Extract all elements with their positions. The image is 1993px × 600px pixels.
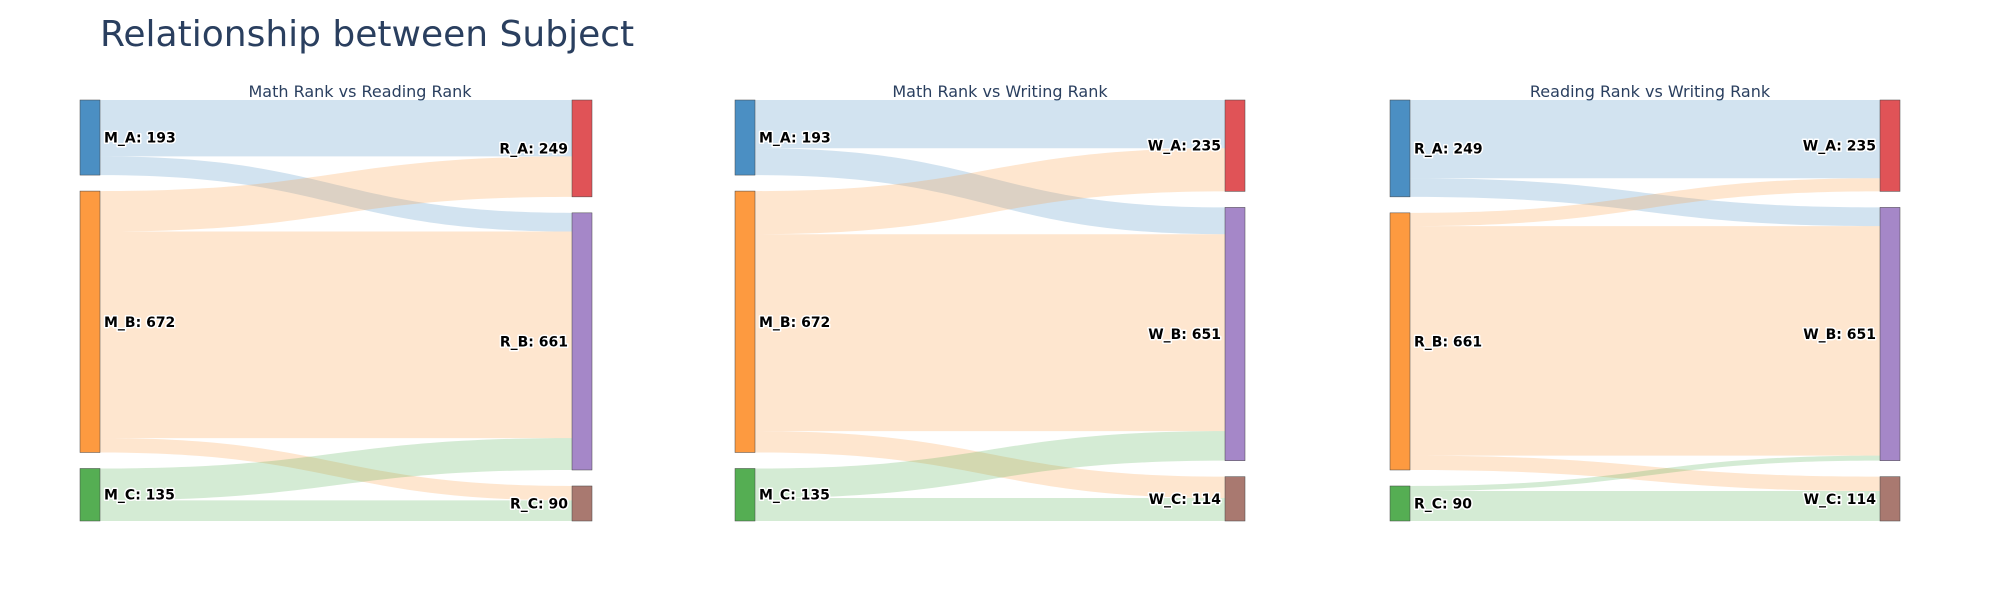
node-label-wb: W_B: 651 bbox=[1803, 327, 1876, 343]
sankey-link-ra-wa bbox=[1410, 100, 1880, 179]
panel-title-1: Math Rank vs Reading Rank bbox=[248, 82, 472, 101]
sankey-link-mb-ra bbox=[100, 156, 572, 232]
node-wb bbox=[1224, 207, 1246, 461]
node-wb bbox=[1879, 207, 1901, 461]
node-ra bbox=[571, 99, 593, 198]
sankey-link-mb-wa bbox=[755, 148, 1225, 235]
node-label-ma: M_A: 193 bbox=[104, 131, 176, 147]
node-label-wc: W_C: 114 bbox=[1149, 492, 1222, 508]
sankey-link-mb-wb bbox=[755, 234, 1225, 432]
node-label-wa: W_A: 235 bbox=[1803, 139, 1876, 155]
node-mb bbox=[79, 190, 101, 453]
node-label-ma: M_A: 193 bbox=[759, 131, 831, 147]
sankey-link-mc-wc bbox=[755, 498, 1225, 521]
panel-title-2: Math Rank vs Writing Rank bbox=[892, 82, 1108, 101]
sankey-link-ma-rb bbox=[100, 156, 572, 232]
node-label-ra: R_A: 249 bbox=[1414, 141, 1483, 157]
node-rc bbox=[571, 485, 593, 522]
sankey-link-rc-wb bbox=[1410, 455, 1880, 492]
node-mc bbox=[734, 468, 756, 522]
node-label-rc: R_C: 90 bbox=[510, 496, 568, 512]
node-mc bbox=[79, 468, 101, 522]
node-ma bbox=[734, 99, 756, 176]
sankey-link-mb-rc bbox=[100, 438, 572, 501]
node-label-ra: R_A: 249 bbox=[499, 141, 568, 157]
node-rc bbox=[1389, 485, 1411, 522]
node-rb bbox=[571, 212, 593, 471]
node-label-rb: R_B: 661 bbox=[1414, 334, 1482, 350]
node-label-mb: M_B: 672 bbox=[759, 315, 830, 331]
node-rb bbox=[1389, 212, 1411, 471]
node-label-mb: M_B: 672 bbox=[104, 315, 175, 331]
sankey-link-mc-rb bbox=[100, 438, 572, 501]
sankey-link-mc-wb bbox=[755, 431, 1225, 499]
node-label-wb: W_B: 651 bbox=[1148, 327, 1221, 343]
node-wc bbox=[1879, 476, 1901, 522]
node-label-rb: R_B: 661 bbox=[500, 334, 568, 350]
panel-title-3: Reading Rank vs Writing Rank bbox=[1530, 82, 1771, 101]
node-wc bbox=[1224, 476, 1246, 522]
sankey-link-rb-wb bbox=[1410, 226, 1880, 456]
node-wa bbox=[1224, 99, 1246, 192]
node-ra bbox=[1389, 99, 1411, 198]
sankey-link-mb-rb bbox=[100, 231, 572, 439]
node-label-wa: W_A: 235 bbox=[1148, 139, 1221, 155]
sankey-link-rb-wa bbox=[1410, 178, 1880, 227]
node-label-rc: R_C: 90 bbox=[1414, 496, 1472, 512]
node-label-mc: M_C: 135 bbox=[104, 488, 175, 504]
node-label-mc: M_C: 135 bbox=[759, 488, 830, 504]
node-mb bbox=[734, 190, 756, 453]
sankey-link-ma-wb bbox=[755, 148, 1225, 235]
sankey-link-rb-wc bbox=[1410, 455, 1880, 492]
sankey-link-ra-wb bbox=[1410, 178, 1880, 227]
node-wa bbox=[1879, 99, 1901, 192]
sankey-link-ma-ra bbox=[100, 100, 572, 157]
node-label-wc: W_C: 114 bbox=[1804, 492, 1877, 508]
chart-title: Relationship between Subject bbox=[100, 14, 635, 55]
node-ma bbox=[79, 99, 101, 176]
sankey-link-ma-wa bbox=[755, 100, 1225, 149]
sankey-link-rc-wc bbox=[1410, 491, 1880, 521]
sankey-link-mc-rc bbox=[100, 500, 572, 521]
sankey-link-mb-wc bbox=[755, 431, 1225, 499]
